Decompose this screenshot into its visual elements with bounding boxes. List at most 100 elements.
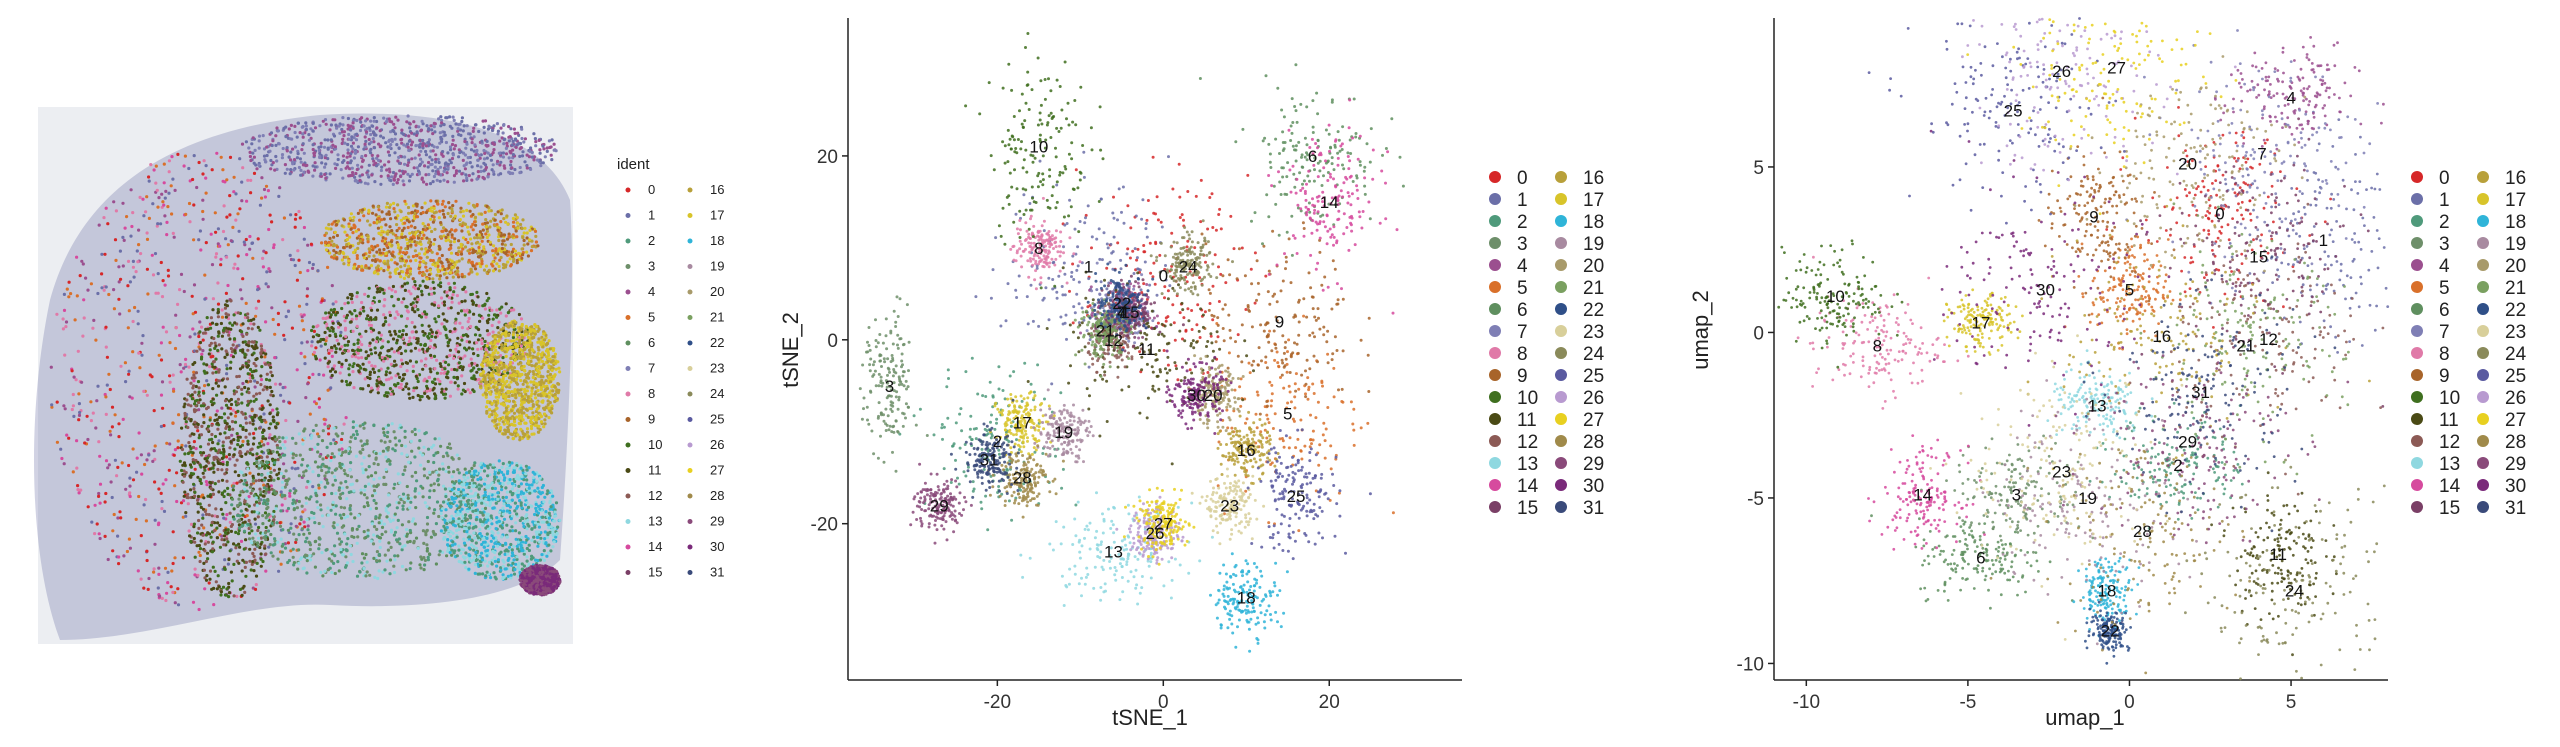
spatial-legend-key-10: [625, 442, 631, 448]
spatial-legend-label-8: 8: [648, 386, 655, 401]
legend-label-17: 17: [1583, 190, 1604, 211]
legend-key-30: [1555, 479, 1567, 491]
y-tick-label: 0: [827, 331, 838, 352]
legend-label-14: 14: [1517, 476, 1539, 497]
spatial-legend-key-14: [625, 544, 631, 550]
spatial-tissue: [33, 113, 572, 640]
cluster-label-14: 14: [1320, 193, 1339, 212]
cluster-label-13: 13: [1104, 542, 1123, 561]
cluster-label-0: 0: [1159, 266, 1168, 285]
cluster-points-28: [986, 443, 1065, 519]
legend-label-25: 25: [2505, 366, 2526, 387]
y-tick-label: 0: [1753, 323, 1764, 344]
legend-key-31: [2477, 501, 2489, 513]
cluster-label-7: 7: [1117, 303, 1126, 322]
legend-key-20: [1555, 259, 1567, 271]
legend-key-3: [2411, 237, 2423, 249]
legend-key-9: [1489, 369, 1501, 381]
spatial-legend-key-6: [625, 340, 631, 346]
spatial-legend-label-7: 7: [648, 361, 655, 376]
cluster-label-5: 5: [1283, 404, 1292, 423]
cluster-label-27: 27: [1154, 515, 1173, 534]
cluster-label-31: 31: [980, 450, 999, 469]
legend-label-31: 31: [1583, 498, 1604, 519]
legend-label-18: 18: [2505, 212, 2526, 233]
cluster-label-28: 28: [1013, 469, 1032, 488]
x-tick-label: 5: [2286, 692, 2297, 713]
cluster-points-24: [2147, 458, 2386, 681]
legend-label-23: 23: [2505, 322, 2526, 343]
cluster-points-27: [1122, 486, 1196, 566]
spatial-legend-label-31: 31: [710, 565, 724, 580]
legend-label-10: 10: [1517, 388, 1538, 409]
legend-label-20: 20: [1583, 256, 1604, 277]
x-tick-label: 0: [1158, 692, 1169, 713]
cluster-label-4: 4: [1117, 303, 1126, 322]
legend-key-1: [1489, 193, 1501, 205]
legend-key-4: [1489, 259, 1501, 271]
legend-key-19: [1555, 237, 1567, 249]
cluster-label-10: 10: [1029, 138, 1048, 157]
embedding-points: [1777, 17, 2390, 681]
legend-label-16: 16: [2505, 168, 2526, 189]
legend-key-17: [2477, 193, 2489, 205]
legend-label-4: 4: [2439, 256, 2450, 277]
legend-key-27: [1555, 413, 1567, 425]
legend-label-6: 6: [1517, 300, 1528, 321]
spatial-legend-key-25: [687, 417, 693, 422]
tsne-plot: tSNE_1 tSNE_2 -20 0 20200-2001234567891011…: [778, 18, 1605, 730]
legend-key-0: [2411, 171, 2423, 183]
legend-label-31: 31: [2505, 498, 2526, 519]
cluster-label-1: 1: [2319, 231, 2328, 250]
cluster-label-30: 30: [2036, 280, 2055, 299]
spatial-legend-label-2: 2: [648, 233, 655, 248]
tissue-outline: [33, 113, 572, 640]
cluster-label-1: 1: [1084, 257, 1093, 276]
spatial-legend-key-29: [687, 519, 693, 524]
spatial-legend-label-5: 5: [648, 310, 655, 325]
spatial-legend-key-23: [687, 366, 693, 371]
legend-key-26: [2477, 391, 2489, 403]
x-tick-label: 20: [1319, 692, 1340, 713]
cluster-label-18: 18: [2097, 582, 2116, 601]
cluster-label-15: 15: [2249, 247, 2268, 266]
legend-label-8: 8: [1517, 344, 1528, 365]
legend-key-24: [2477, 347, 2489, 359]
spatial-legend-label-9: 9: [648, 412, 655, 427]
cluster-points-14: [1267, 98, 1399, 315]
cluster-points-27: [1966, 18, 2238, 216]
y-tick-label: -10: [1737, 654, 1764, 675]
x-tick-label: 0: [2124, 692, 2135, 713]
cluster-label-29: 29: [930, 496, 949, 515]
spatial-legend-key-17: [687, 213, 693, 218]
spatial-region: [478, 319, 562, 442]
legend-key-10: [2411, 391, 2423, 403]
spatial-legend-label-29: 29: [710, 514, 724, 529]
legend-key-17: [1555, 193, 1567, 205]
spatial-legend-key-1: [625, 213, 631, 218]
spatial-region: [49, 151, 348, 612]
legend-key-16: [2477, 171, 2489, 183]
legend-key-23: [1555, 325, 1567, 337]
spatial-region: [320, 199, 540, 281]
legend-label-7: 7: [2439, 322, 2450, 343]
spatial-legend-label-6: 6: [648, 335, 655, 350]
cluster-label-8: 8: [1034, 239, 1043, 258]
cluster-label-3: 3: [2012, 486, 2021, 505]
legend-key-22: [2477, 303, 2489, 315]
legend-label-11: 11: [1517, 410, 1537, 431]
legend-key-2: [1489, 215, 1501, 227]
legend-key-30: [2477, 479, 2489, 491]
spatial-legend-key-16: [687, 187, 693, 193]
legend-key-10: [1489, 391, 1501, 403]
cluster-label-4: 4: [2286, 88, 2295, 107]
cluster-label-8: 8: [1873, 337, 1882, 356]
cluster-label-9: 9: [2089, 208, 2098, 227]
legend-key-11: [2411, 413, 2423, 425]
legend-label-28: 28: [1583, 432, 1604, 453]
legend-key-13: [1489, 457, 1501, 469]
legend-label-29: 29: [2505, 454, 2526, 475]
cluster-points-30: [1929, 129, 2171, 427]
spatial-region: [230, 420, 490, 581]
legend-key-27: [2477, 413, 2489, 425]
